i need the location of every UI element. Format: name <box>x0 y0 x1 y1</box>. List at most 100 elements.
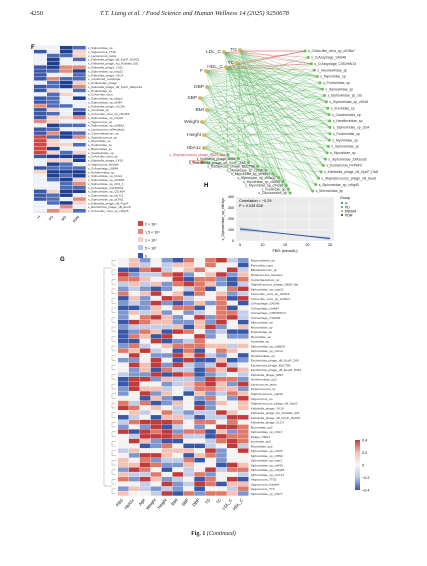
network-edge <box>225 66 279 178</box>
network-node-clinical <box>200 160 204 164</box>
heatmap-g-cell <box>237 448 249 453</box>
network-node-virus <box>314 183 318 187</box>
heatmap-g-cell <box>150 410 162 415</box>
heatmap-f-cell <box>60 193 73 197</box>
heatmap-g-cell <box>161 419 173 425</box>
heatmap-g-cell <box>194 286 205 292</box>
network-node-label: s_Siphoviridae_sp_ctd <box>328 94 362 98</box>
journal-citation: T.T. Liang et al. / Food Science and Hum… <box>100 10 289 17</box>
heatmap-g-cell <box>161 372 173 377</box>
heatmap-g-cell <box>172 462 184 468</box>
heatmap-g-cell <box>216 272 227 277</box>
heatmap-g-cell <box>237 476 249 482</box>
heatmap-g-cell <box>139 400 151 406</box>
heatmap-f-cell <box>47 88 60 93</box>
heatmap-f-cell <box>47 177 60 182</box>
heatmap-g-cell <box>150 362 162 368</box>
heatmap-f-cell <box>73 104 86 108</box>
scatter-ytick: 100 <box>228 228 234 232</box>
heatmap-f-cell <box>73 150 86 155</box>
network-node-label: s_Myoviridae_sp_ctGyb <box>227 168 263 172</box>
network-edge <box>201 69 315 163</box>
scatter-ytick: 0 <box>232 239 234 243</box>
heatmap-g-cell <box>139 424 151 430</box>
heatmap-g-cell <box>216 491 227 496</box>
heatmap-g-cell <box>150 391 162 396</box>
heatmap-g-cell <box>172 476 184 482</box>
heatmap-g-cell <box>118 372 129 377</box>
heatmap-g-cell <box>227 453 238 458</box>
scatter-ytick: 400 <box>228 195 234 199</box>
heatmap-g-cell <box>161 438 173 444</box>
heatmap-g-cell <box>118 300 129 306</box>
heatmap-f-cell <box>73 69 86 73</box>
network-node-label: Height <box>187 132 202 138</box>
heatmap-g-cell <box>237 419 249 425</box>
heatmap-g-cell <box>139 491 151 496</box>
heatmap-g-cell <box>139 476 151 482</box>
heatmap-f-row-label: s_Siphoviridae_sp_ctO1B3 <box>88 178 125 182</box>
heatmap-f-cell <box>60 88 73 93</box>
scatter-ytick: 200 <box>228 217 234 221</box>
heatmap-g-cell <box>118 410 129 415</box>
heatmap-f-row-label: s_Siphoviridae_sp_ctH94 <box>88 100 122 104</box>
heatmap-f-cell <box>47 61 60 65</box>
heatmap-f-cell <box>34 104 47 108</box>
network-node-label: s_CrAssphage_SAD48 <box>311 56 346 60</box>
heatmap-g-cell <box>205 272 216 277</box>
heatmap-g-cell <box>139 453 151 458</box>
network-edge <box>225 66 331 128</box>
heatmap-f-cell <box>73 123 86 128</box>
heatmap-g-cell <box>205 343 216 349</box>
heatmap-f-cell <box>60 189 73 194</box>
heatmap-f-cell <box>34 84 47 89</box>
network-edge <box>239 49 331 128</box>
heatmap-g-cell <box>172 262 184 268</box>
heatmap-g-row-label: Siphoviridae_sp_ctS17 <box>251 430 283 434</box>
heatmap-f-cell <box>60 154 73 159</box>
heatmap-f-row-label: s_Siphoviridae_sp_ctsp22 <box>88 69 123 73</box>
heatmap-f-row-label: s_Klebsiella_phage_Kp_Pokalde_001 <box>88 62 139 66</box>
heatmap-g-cell <box>183 319 194 325</box>
heatmap-f-row-label: s_Klebsiella_phage_VLC4 <box>88 73 124 77</box>
network-node-virus <box>284 183 288 187</box>
heatmap-g-cell <box>183 429 194 434</box>
heatmap-g-cell <box>183 343 194 349</box>
heatmap-g-cell <box>150 438 162 444</box>
heatmap-g-cell <box>227 319 238 325</box>
heatmap-f-cell <box>73 111 86 116</box>
network-node-clinical <box>205 85 209 89</box>
heatmap-g-cell <box>205 429 216 434</box>
heatmap-g-cell <box>172 286 184 292</box>
heatmap-f-cell <box>60 162 73 166</box>
heatmap-f-cell <box>60 100 73 104</box>
network-edge <box>225 66 323 90</box>
heatmap-g-cell <box>194 415 205 420</box>
network-node-label: s_Myoviridae_sp_ctlvG9 <box>243 180 280 184</box>
network-node-label: TC <box>228 60 235 66</box>
heatmap-g-cell <box>139 258 151 263</box>
network-edge <box>201 76 318 123</box>
network-edge <box>239 49 330 141</box>
heatmap-g-cell <box>183 448 194 453</box>
heatmap-g-cell <box>172 329 184 334</box>
network-edge <box>201 95 325 163</box>
heatmap-g-cell <box>237 367 249 372</box>
heatmap-g-cell <box>128 362 140 368</box>
heatmap-g-dendrogram <box>111 298 116 304</box>
heatmap-g-col-label: DBP <box>191 497 200 507</box>
heatmap-f-cell <box>73 170 86 174</box>
heatmap-g-cell <box>216 362 227 368</box>
heatmap-g-cell <box>205 472 216 477</box>
network-edge <box>223 51 324 166</box>
heatmap-f-cell <box>34 123 47 128</box>
heatmap-g-cell <box>118 281 129 287</box>
heatmap-g-cell <box>172 277 184 282</box>
heatmap-f-cell <box>47 131 60 135</box>
heatmap-g-cell <box>216 281 227 287</box>
heatmap-g-cell <box>118 486 129 491</box>
heatmap-f-cell <box>60 166 73 170</box>
heatmap-g-cell <box>172 386 184 391</box>
heatmap-g-dendrogram <box>111 307 116 313</box>
heatmap-g-cell <box>161 481 173 487</box>
